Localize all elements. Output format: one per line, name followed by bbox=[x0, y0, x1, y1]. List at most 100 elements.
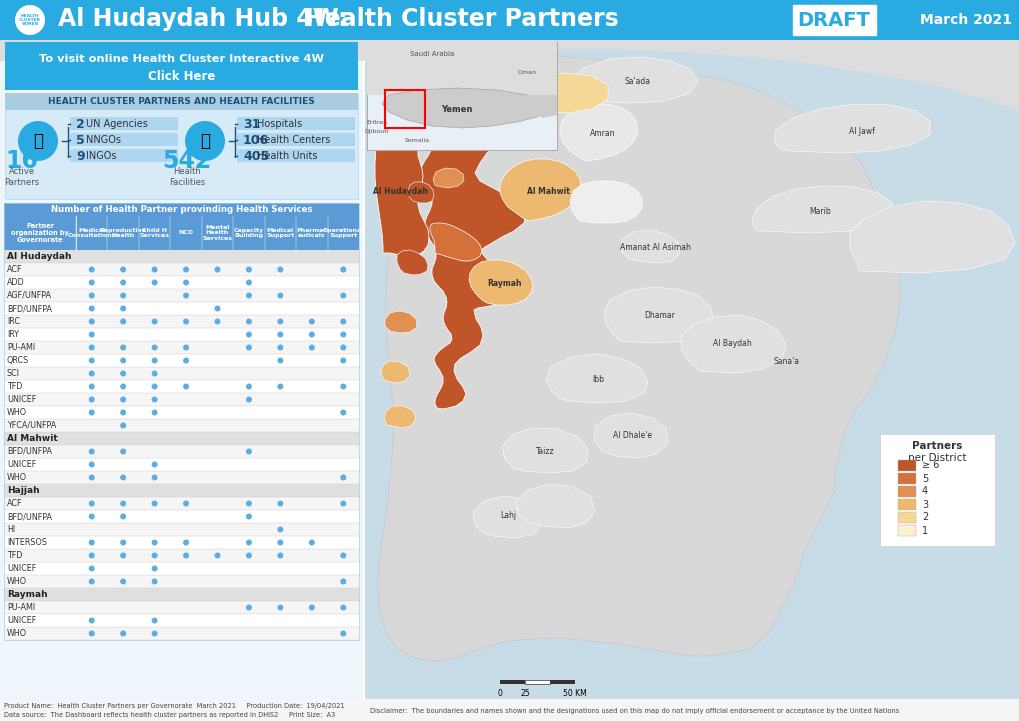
Circle shape bbox=[120, 293, 126, 298]
Circle shape bbox=[120, 306, 126, 311]
Circle shape bbox=[246, 552, 252, 559]
Bar bbox=[4, 203, 359, 640]
Text: TFD: TFD bbox=[7, 382, 22, 391]
Polygon shape bbox=[469, 260, 533, 305]
Polygon shape bbox=[408, 182, 433, 203]
Text: Hajjah: Hajjah bbox=[481, 79, 508, 87]
Circle shape bbox=[152, 630, 158, 637]
Circle shape bbox=[152, 578, 158, 585]
Circle shape bbox=[152, 267, 158, 273]
Circle shape bbox=[89, 384, 95, 389]
Text: 2: 2 bbox=[921, 513, 927, 523]
Text: Health Units: Health Units bbox=[257, 151, 317, 161]
Circle shape bbox=[246, 332, 252, 337]
Text: AGF/UNFPA: AGF/UNFPA bbox=[7, 291, 52, 300]
Bar bbox=[897, 460, 915, 471]
Bar bbox=[5, 93, 358, 110]
Circle shape bbox=[89, 293, 95, 298]
Bar bbox=[4, 216, 359, 250]
Text: Al Mahwit: Al Mahwit bbox=[7, 434, 58, 443]
Polygon shape bbox=[382, 88, 544, 128]
Circle shape bbox=[120, 280, 126, 286]
Text: 16: 16 bbox=[5, 149, 39, 173]
Text: 2: 2 bbox=[76, 118, 85, 131]
Circle shape bbox=[340, 552, 345, 559]
Text: Djibouti: Djibouti bbox=[366, 81, 399, 91]
Bar bbox=[4, 367, 359, 380]
Bar bbox=[4, 445, 359, 458]
Text: 🏥: 🏥 bbox=[200, 132, 210, 150]
Text: WHO: WHO bbox=[7, 629, 28, 638]
Circle shape bbox=[340, 578, 345, 585]
Circle shape bbox=[152, 345, 158, 350]
Bar bbox=[4, 302, 359, 315]
Text: Active
Partners: Active Partners bbox=[4, 167, 40, 187]
Circle shape bbox=[277, 384, 283, 389]
Circle shape bbox=[120, 371, 126, 376]
Text: Partner
organization by
Governorate: Partner organization by Governorate bbox=[11, 223, 69, 243]
Circle shape bbox=[15, 5, 45, 35]
Text: 1: 1 bbox=[921, 526, 927, 536]
Polygon shape bbox=[375, 83, 430, 256]
Circle shape bbox=[89, 552, 95, 559]
Text: Yemen: Yemen bbox=[441, 105, 472, 115]
Text: Al Mahwit: Al Mahwit bbox=[526, 187, 569, 195]
Text: DRAFT: DRAFT bbox=[797, 11, 869, 30]
Circle shape bbox=[89, 319, 95, 324]
Polygon shape bbox=[774, 104, 929, 153]
Text: Partners: Partners bbox=[911, 441, 962, 451]
Text: Click Here: Click Here bbox=[148, 70, 215, 83]
Polygon shape bbox=[849, 201, 1014, 273]
Circle shape bbox=[120, 513, 126, 520]
Text: Saudi Arabia: Saudi Arabia bbox=[410, 51, 453, 57]
Circle shape bbox=[89, 448, 95, 454]
Bar bbox=[70, 149, 178, 162]
Text: SCI: SCI bbox=[7, 369, 20, 378]
Bar bbox=[4, 471, 359, 484]
Polygon shape bbox=[430, 223, 482, 261]
Text: ACF: ACF bbox=[7, 499, 22, 508]
Text: UN Agencies: UN Agencies bbox=[86, 119, 148, 129]
Text: INTERSOS: INTERSOS bbox=[7, 538, 47, 547]
Circle shape bbox=[277, 500, 283, 506]
Bar bbox=[4, 536, 359, 549]
Text: Saudi Arabia: Saudi Arabia bbox=[666, 21, 733, 31]
Circle shape bbox=[152, 500, 158, 506]
Text: Dhamar: Dhamar bbox=[644, 311, 675, 321]
Text: UNICEF: UNICEF bbox=[7, 564, 37, 573]
Circle shape bbox=[89, 267, 95, 273]
Text: Marib: Marib bbox=[808, 206, 830, 216]
Text: Medical
Support: Medical Support bbox=[266, 228, 294, 239]
Circle shape bbox=[277, 293, 283, 298]
Text: Oman: Oman bbox=[517, 69, 536, 74]
Circle shape bbox=[152, 397, 158, 402]
Circle shape bbox=[120, 345, 126, 350]
Circle shape bbox=[152, 617, 158, 624]
Circle shape bbox=[246, 280, 252, 286]
Circle shape bbox=[182, 319, 189, 324]
Text: Health Cluster Partners: Health Cluster Partners bbox=[305, 7, 619, 31]
Circle shape bbox=[89, 565, 95, 572]
Polygon shape bbox=[433, 168, 464, 188]
Text: 👤: 👤 bbox=[33, 132, 43, 150]
Circle shape bbox=[152, 371, 158, 376]
Text: IRC: IRC bbox=[7, 317, 20, 326]
Circle shape bbox=[89, 371, 95, 376]
Circle shape bbox=[120, 358, 126, 363]
Bar bbox=[897, 512, 915, 523]
Bar bbox=[4, 203, 359, 216]
Bar bbox=[4, 419, 359, 432]
Circle shape bbox=[277, 345, 283, 350]
Bar bbox=[5, 93, 358, 199]
Polygon shape bbox=[384, 311, 417, 333]
Text: Capacity
Building: Capacity Building bbox=[233, 228, 264, 239]
Bar bbox=[897, 486, 915, 497]
Bar bbox=[4, 380, 359, 393]
Text: WHO: WHO bbox=[7, 577, 28, 586]
Bar bbox=[4, 614, 359, 627]
Text: YFCA/UNFPA: YFCA/UNFPA bbox=[7, 421, 56, 430]
Circle shape bbox=[309, 345, 315, 350]
Circle shape bbox=[89, 306, 95, 311]
Text: YEMEN: YEMEN bbox=[21, 22, 39, 26]
Circle shape bbox=[246, 397, 252, 402]
